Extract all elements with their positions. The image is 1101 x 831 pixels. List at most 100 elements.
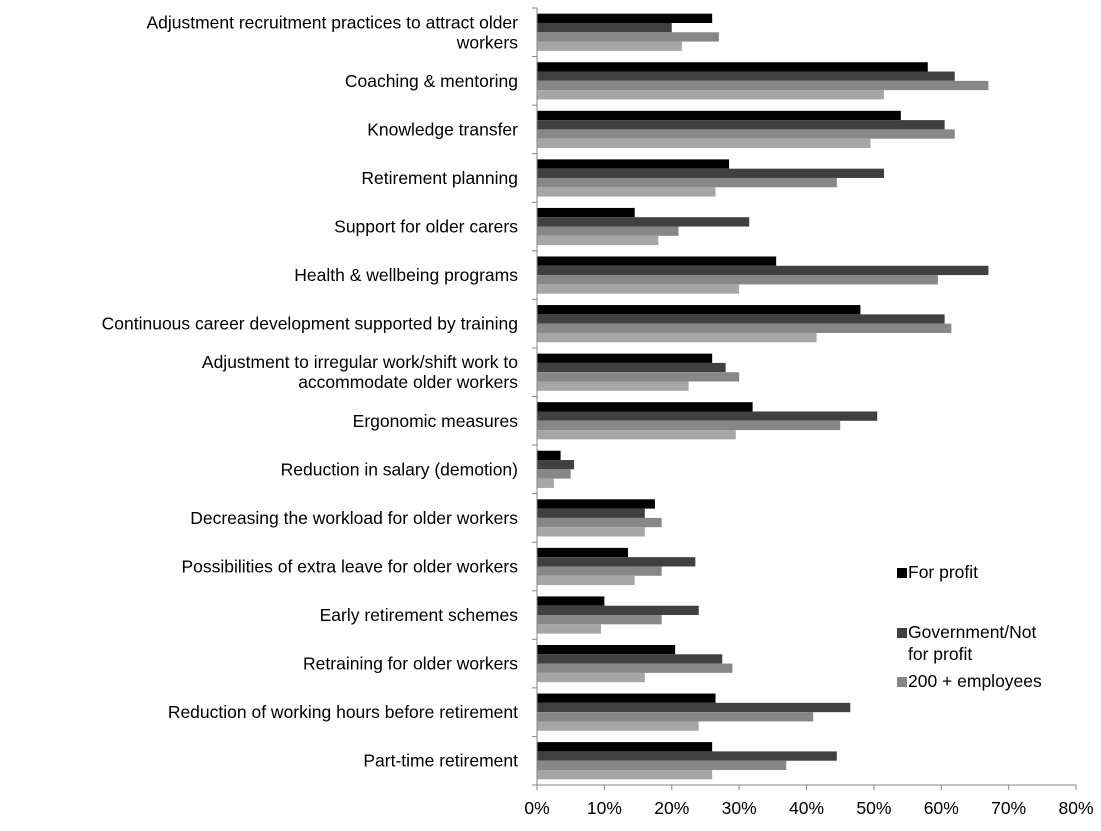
bar-4-9: [537, 430, 736, 440]
bar-4-14: [537, 672, 645, 683]
bar-1-8: [537, 353, 713, 363]
bar-1-7: [537, 305, 861, 315]
bar-2-9: [537, 411, 878, 421]
bar-4-3: [537, 138, 871, 149]
category-label: Possibilities of extra leave for older w…: [181, 556, 518, 576]
bar-1-13: [537, 596, 605, 606]
category-label: Adjustment recruitment practices to attr…: [146, 12, 518, 32]
bar-1-4: [537, 159, 730, 169]
category-label: Retirement planning: [361, 168, 518, 188]
bar-3-5: [537, 226, 679, 236]
category-label: workers: [456, 32, 519, 52]
category-label: Support for older carers: [334, 217, 518, 237]
bar-2-2: [537, 71, 955, 81]
bar-1-5: [537, 207, 635, 218]
bar-2-7: [537, 314, 945, 324]
bar-3-15: [537, 712, 814, 722]
bar-3-1: [537, 32, 719, 42]
bar-1-16: [537, 742, 713, 752]
bar-1-3: [537, 110, 901, 121]
bar-4-11: [537, 527, 645, 537]
bar-3-4: [537, 177, 837, 188]
bar-2-5: [537, 217, 750, 227]
bar-3-13: [537, 615, 662, 625]
bar-2-14: [537, 654, 723, 664]
bar-2-6: [537, 265, 989, 276]
category-label: Decreasing the workload for older worker…: [190, 508, 518, 528]
bar-3-10: [537, 469, 571, 479]
category-label: Health & wellbeing programs: [294, 265, 518, 285]
legend-label-2: Government/Not: [908, 622, 1037, 642]
bar-4-2: [537, 90, 884, 100]
bar-4-12: [537, 575, 635, 586]
bar-1-1: [537, 13, 713, 23]
bar-3-6: [537, 275, 938, 285]
bar-1-12: [537, 547, 628, 558]
bar-2-3: [537, 120, 945, 130]
category-label: Retraining for older workers: [303, 654, 518, 674]
bar-1-14: [537, 644, 676, 655]
category-label: Continuous career development supported …: [102, 314, 518, 334]
x-tick-labels-group: 0% 10% 20% 30% 40% 50% 60% 70% 80%: [524, 798, 1093, 818]
bar-3-11: [537, 517, 662, 528]
bar-3-2: [537, 80, 989, 91]
bar-1-11: [537, 499, 655, 509]
x-tick-label: 40%: [789, 798, 824, 818]
bar-4-15: [537, 721, 699, 731]
bar-4-7: [537, 332, 817, 343]
category-label: Adjustment to irregular work/shift work …: [202, 352, 518, 372]
bar-3-9: [537, 420, 841, 431]
bar-2-15: [537, 702, 851, 713]
bar-2-4: [537, 168, 884, 178]
category-label: Knowledge transfer: [367, 119, 518, 139]
bar-4-1: [537, 41, 682, 51]
legend-label-2: for profit: [908, 644, 972, 664]
category-label: Part-time retirement: [363, 751, 518, 771]
bar-4-8: [537, 381, 689, 391]
x-tick-label: 80%: [1058, 798, 1093, 818]
bar-1-15: [537, 693, 716, 703]
bar-4-16: [537, 770, 713, 780]
bar-3-8: [537, 372, 740, 382]
bar-1-2: [537, 62, 928, 72]
bar-3-16: [537, 760, 787, 771]
bar-1-6: [537, 256, 777, 266]
bar-2-8: [537, 362, 726, 373]
legend-swatch-2: [897, 628, 907, 638]
bar-2-12: [537, 557, 696, 567]
bar-2-13: [537, 605, 699, 616]
legend-swatch-3: [897, 677, 907, 687]
x-tick-label: 0%: [524, 798, 549, 818]
bar-4-5: [537, 235, 659, 246]
x-tick-label: 30%: [722, 798, 757, 818]
bar-4-10: [537, 478, 554, 488]
category-labels-group: Adjustment recruitment practices to attr…: [102, 12, 519, 770]
x-tick-label: 20%: [654, 798, 689, 818]
bar-2-1: [537, 22, 672, 33]
bar-2-11: [537, 508, 645, 518]
bar-3-14: [537, 663, 733, 673]
bar-4-4: [537, 187, 716, 197]
bar-2-16: [537, 751, 837, 761]
bar-4-6: [537, 284, 740, 294]
x-tick-label: 60%: [924, 798, 959, 818]
bar-2-10: [537, 460, 575, 470]
bar-1-10: [537, 450, 561, 461]
legend-label-1: For profit: [908, 562, 978, 582]
category-label: Coaching & mentoring: [345, 71, 518, 91]
bar-3-7: [537, 323, 952, 333]
category-label: Ergonomic measures: [353, 411, 519, 431]
bar-1-9: [537, 402, 753, 412]
bars-group: [537, 13, 989, 780]
x-tick-label: 70%: [991, 798, 1026, 818]
bar-3-3: [537, 129, 955, 139]
bar-3-12: [537, 566, 662, 576]
bar-4-13: [537, 624, 602, 634]
x-tick-label: 50%: [856, 798, 891, 818]
legend-label-3: 200 + employees: [908, 671, 1042, 691]
category-label: Reduction in salary (demotion): [281, 459, 518, 479]
x-tick-label: 10%: [587, 798, 622, 818]
legend-swatch-1: [897, 568, 907, 578]
